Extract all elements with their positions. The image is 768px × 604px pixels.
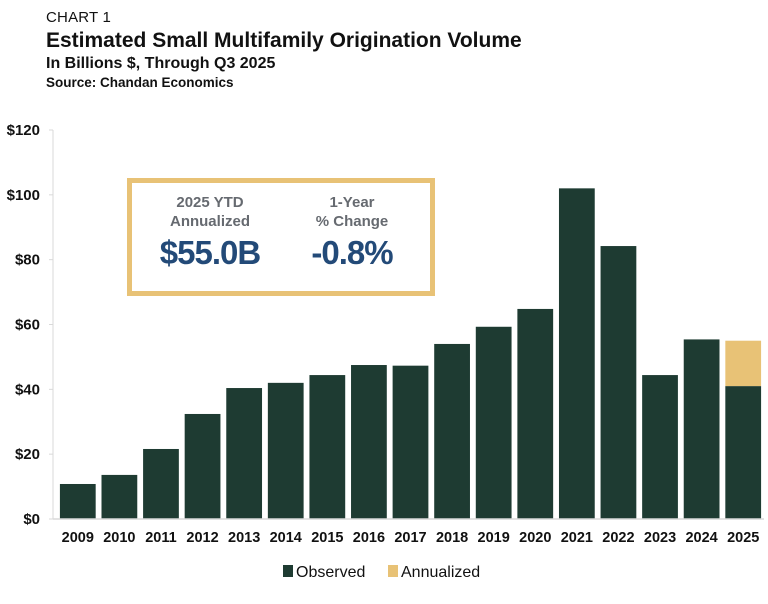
x-tick-label: 2020 <box>519 530 551 546</box>
x-tick-label: 2016 <box>353 530 385 546</box>
x-tick-label: 2011 <box>145 530 176 546</box>
bar-observed-2025 <box>725 386 762 519</box>
x-tick-label: 2021 <box>561 530 593 546</box>
kpi-change-label-1: 1-Year <box>329 194 375 211</box>
bar-annualized-2025 <box>725 340 762 387</box>
kpi-ytd-label-1: 2025 YTD <box>176 194 244 211</box>
bar-observed-2017 <box>392 365 429 519</box>
bar-observed-2024 <box>683 339 720 519</box>
bar-observed-2016 <box>351 365 387 519</box>
chart-title: Estimated Small Multifamily Origination … <box>46 29 522 52</box>
x-tick-label: 2017 <box>394 530 426 546</box>
legend-label-observed: Observed <box>296 564 365 581</box>
kpi-ytd-value: $55.0B <box>159 234 261 271</box>
kpi-change-label-2: % Change <box>315 213 389 230</box>
y-tick-label: $0 <box>23 511 40 528</box>
bar-observed-2013 <box>226 388 263 519</box>
legend-swatch-observed <box>283 565 293 577</box>
kpi-one-year-change: 1-Year % Change -0.8% <box>282 193 422 272</box>
y-tick-label: $100 <box>7 187 40 204</box>
bar-observed-2011 <box>143 448 179 519</box>
chart-label: CHART 1 <box>46 9 112 26</box>
y-tick-label: $120 <box>7 122 40 139</box>
x-tick-label: 2025 <box>727 530 759 546</box>
legend-swatch-annualized <box>388 565 398 577</box>
kpi-ytd-label-2: Annualized <box>169 213 250 230</box>
x-tick-label: 2010 <box>103 530 135 546</box>
bar-observed-2012 <box>184 413 221 519</box>
x-tick-label: 2024 <box>685 530 717 546</box>
x-tick-label: 2012 <box>186 530 218 546</box>
bar-observed-2014 <box>267 382 304 519</box>
bar-observed-2018 <box>434 343 470 519</box>
kpi-box: 2025 YTD Annualized $55.0B 1-Year % Chan… <box>127 178 435 296</box>
chart-subtitle: In Billions $, Through Q3 2025 <box>46 55 276 72</box>
bar-observed-2022 <box>600 246 637 519</box>
legend-label-annualized: Annualized <box>401 564 480 581</box>
bar-observed-2010 <box>101 474 138 519</box>
y-tick-label: $20 <box>15 446 40 463</box>
x-tick-label: 2018 <box>436 530 468 546</box>
bar-observed-2019 <box>475 326 512 519</box>
kpi-change-value: -0.8% <box>311 234 393 271</box>
x-tick-label: 2022 <box>602 530 634 546</box>
bar-observed-2020 <box>517 308 554 519</box>
x-tick-label: 2015 <box>311 530 343 546</box>
x-tick-label: 2014 <box>270 530 302 546</box>
y-tick-label: $40 <box>15 381 40 398</box>
kpi-ytd-annualized: 2025 YTD Annualized $55.0B <box>140 193 280 272</box>
bar-observed-2021 <box>558 188 595 519</box>
x-tick-label: 2023 <box>644 530 676 546</box>
x-tick-label: 2009 <box>62 530 94 546</box>
x-tick-label: 2013 <box>228 530 260 546</box>
bar-observed-2015 <box>309 375 346 519</box>
chart-source: Source: Chandan Economics <box>46 75 234 90</box>
bar-observed-2023 <box>642 375 678 519</box>
x-tick-label: 2019 <box>478 530 510 546</box>
bar-observed-2009 <box>59 483 96 519</box>
y-tick-label: $60 <box>15 317 40 334</box>
y-tick-label: $80 <box>15 252 40 269</box>
